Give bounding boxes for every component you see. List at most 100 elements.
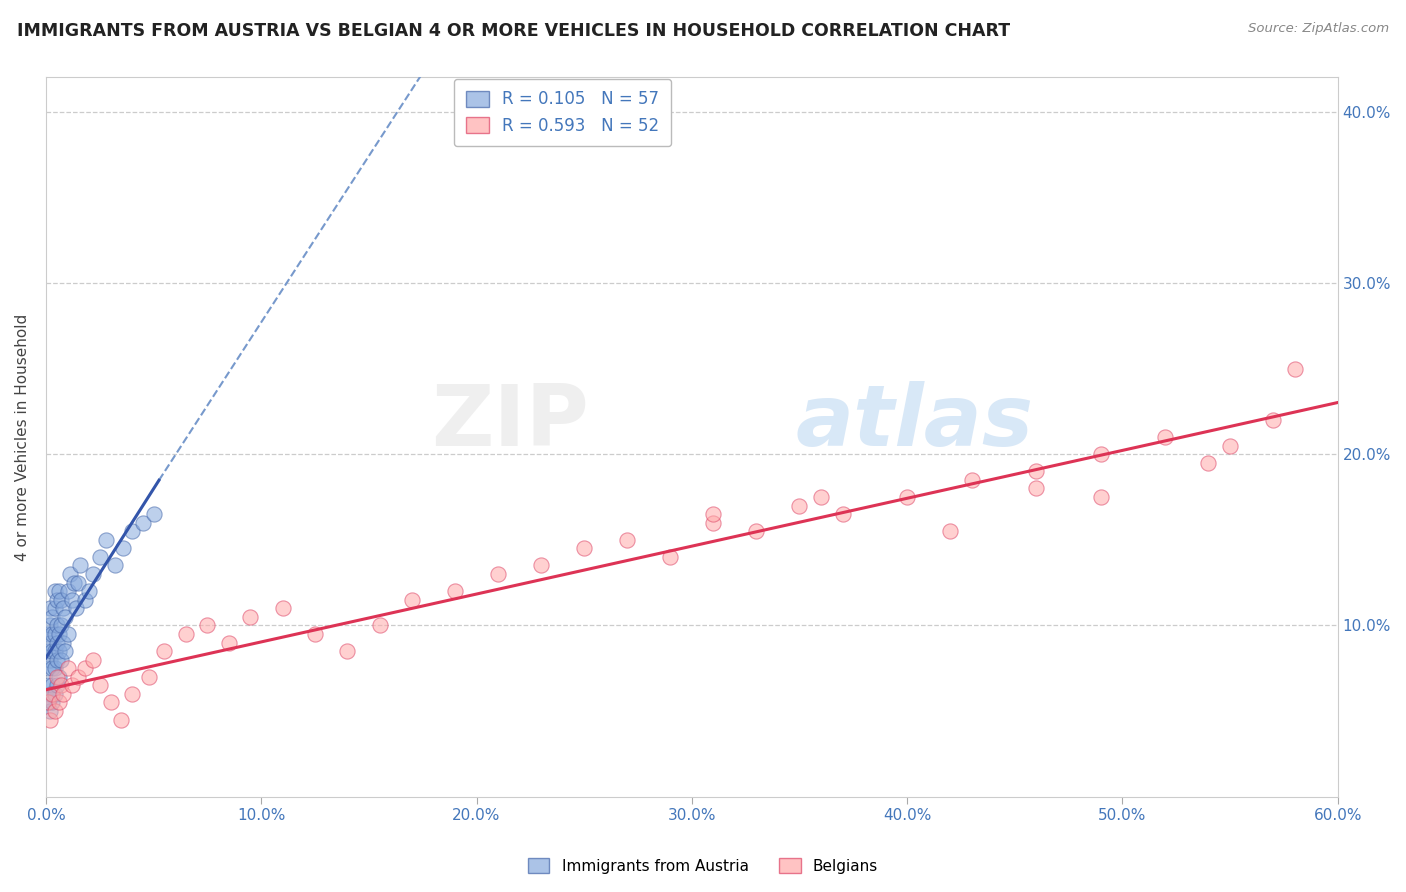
Point xyxy=(44,704,66,718)
Point xyxy=(39,713,62,727)
Point xyxy=(444,584,467,599)
Point xyxy=(896,490,918,504)
Point xyxy=(271,601,294,615)
Point xyxy=(132,516,155,530)
Point xyxy=(831,507,853,521)
Point xyxy=(49,678,72,692)
Point xyxy=(45,670,67,684)
Point xyxy=(48,644,70,658)
Point xyxy=(67,575,90,590)
Point xyxy=(1198,456,1220,470)
Point xyxy=(939,524,962,539)
Point xyxy=(37,696,59,710)
Point xyxy=(41,696,63,710)
Point xyxy=(56,584,79,599)
Point xyxy=(197,618,219,632)
Point xyxy=(1261,413,1284,427)
Point xyxy=(41,610,63,624)
Point xyxy=(39,618,62,632)
Point xyxy=(530,558,553,573)
Point xyxy=(77,584,100,599)
Point xyxy=(89,678,111,692)
Point xyxy=(810,490,832,504)
Point xyxy=(45,653,67,667)
Point xyxy=(45,678,67,692)
Point xyxy=(1219,439,1241,453)
Point xyxy=(39,653,62,667)
Point xyxy=(239,610,262,624)
Point xyxy=(960,473,983,487)
Point xyxy=(39,704,62,718)
Point xyxy=(745,524,768,539)
Point xyxy=(52,687,75,701)
Point xyxy=(53,610,76,624)
Point xyxy=(138,670,160,684)
Point xyxy=(52,635,75,649)
Point xyxy=(104,558,127,573)
Point xyxy=(121,687,143,701)
Point xyxy=(37,661,59,675)
Point xyxy=(45,618,67,632)
Text: ZIP: ZIP xyxy=(430,381,589,464)
Point xyxy=(39,601,62,615)
Point xyxy=(44,601,66,615)
Point xyxy=(49,592,72,607)
Point xyxy=(702,516,724,530)
Point xyxy=(304,627,326,641)
Point xyxy=(218,635,240,649)
Point xyxy=(142,507,165,521)
Point xyxy=(572,541,595,556)
Point xyxy=(48,627,70,641)
Point xyxy=(41,661,63,675)
Point xyxy=(60,592,83,607)
Point xyxy=(37,678,59,692)
Point xyxy=(52,601,75,615)
Point xyxy=(39,635,62,649)
Point xyxy=(39,687,62,701)
Point xyxy=(44,584,66,599)
Text: Source: ZipAtlas.com: Source: ZipAtlas.com xyxy=(1249,22,1389,36)
Point xyxy=(49,653,72,667)
Point xyxy=(73,592,96,607)
Point xyxy=(1284,361,1306,376)
Point xyxy=(1025,482,1047,496)
Point xyxy=(1154,430,1177,444)
Point xyxy=(702,507,724,521)
Point xyxy=(49,618,72,632)
Point xyxy=(82,567,104,582)
Point xyxy=(56,661,79,675)
Point xyxy=(110,713,132,727)
Point xyxy=(174,627,197,641)
Point xyxy=(486,567,509,582)
Y-axis label: 4 or more Vehicles in Household: 4 or more Vehicles in Household xyxy=(15,313,30,561)
Point xyxy=(659,549,682,564)
Legend: R = 0.105   N = 57, R = 0.593   N = 52: R = 0.105 N = 57, R = 0.593 N = 52 xyxy=(454,78,671,146)
Point xyxy=(41,644,63,658)
Point xyxy=(368,618,391,632)
Point xyxy=(96,533,118,547)
Point xyxy=(121,524,143,539)
Point xyxy=(63,575,86,590)
Point xyxy=(60,678,83,692)
Point xyxy=(48,696,70,710)
Point xyxy=(56,627,79,641)
Point xyxy=(789,499,811,513)
Point xyxy=(44,661,66,675)
Legend: Immigrants from Austria, Belgians: Immigrants from Austria, Belgians xyxy=(522,852,884,880)
Point xyxy=(1090,490,1112,504)
Point xyxy=(89,549,111,564)
Point xyxy=(53,644,76,658)
Point xyxy=(41,678,63,692)
Point xyxy=(82,653,104,667)
Point xyxy=(401,592,423,607)
Point xyxy=(1090,447,1112,461)
Point xyxy=(112,541,135,556)
Point xyxy=(65,601,87,615)
Point xyxy=(45,635,67,649)
Point xyxy=(37,644,59,658)
Point xyxy=(41,627,63,641)
Point xyxy=(73,661,96,675)
Point xyxy=(44,687,66,701)
Text: IMMIGRANTS FROM AUSTRIA VS BELGIAN 4 OR MORE VEHICLES IN HOUSEHOLD CORRELATION C: IMMIGRANTS FROM AUSTRIA VS BELGIAN 4 OR … xyxy=(17,22,1010,40)
Point xyxy=(59,567,82,582)
